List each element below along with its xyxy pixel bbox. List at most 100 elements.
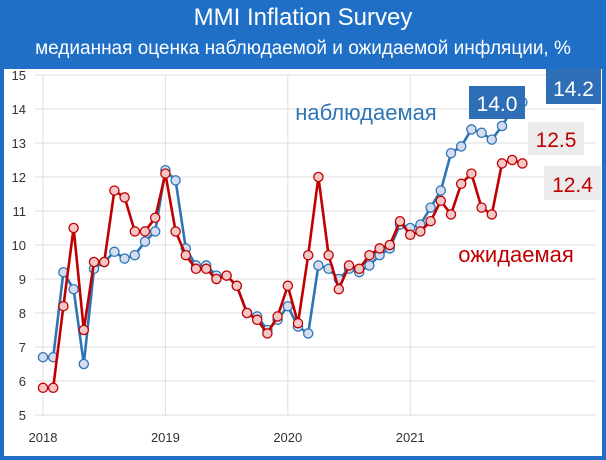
data-point bbox=[364, 260, 375, 271]
data-point bbox=[374, 243, 385, 254]
data-point bbox=[78, 358, 90, 370]
data-point bbox=[425, 202, 436, 213]
y-tick-label: 15 bbox=[12, 68, 26, 83]
data-point bbox=[415, 226, 426, 237]
y-axis-ticks: 5 6 7 8 9 10 11 12 13 14 15 bbox=[12, 68, 26, 423]
x-tick-label: 2019 bbox=[151, 430, 180, 445]
y-tick-label: 5 bbox=[19, 408, 26, 423]
data-point bbox=[231, 280, 243, 292]
data-point bbox=[241, 307, 253, 319]
data-point bbox=[109, 185, 120, 196]
data-point bbox=[282, 300, 294, 312]
expected-end-label-box bbox=[528, 122, 584, 155]
series-labels: 14.0 14.2 12.5 12.4 наблюдаемая ожидаемая bbox=[295, 69, 601, 267]
expected-series-name: ожидаемая bbox=[458, 242, 574, 267]
data-point bbox=[221, 270, 232, 281]
data-point bbox=[149, 226, 161, 237]
chart-title: MMI Inflation Survey bbox=[193, 4, 413, 31]
data-point bbox=[435, 195, 447, 207]
observed-series-name: наблюдаемая bbox=[295, 100, 436, 125]
y-tick-label: 8 bbox=[19, 306, 26, 321]
y-tick-label: 9 bbox=[19, 272, 26, 287]
data-point bbox=[466, 124, 477, 135]
data-point bbox=[109, 246, 120, 258]
chart-subtitle: медианная оценка наблюдаемой и ожидаемой… bbox=[35, 38, 571, 59]
data-point bbox=[313, 260, 324, 271]
data-point bbox=[139, 236, 151, 247]
data-point bbox=[353, 263, 365, 275]
data-point bbox=[119, 192, 130, 203]
data-point bbox=[139, 226, 151, 237]
data-point bbox=[262, 328, 273, 339]
x-tick-label: 2018 bbox=[29, 430, 58, 445]
data-point bbox=[486, 134, 498, 145]
data-point bbox=[313, 171, 324, 183]
data-point bbox=[445, 209, 457, 220]
x-tick-label: 2021 bbox=[396, 430, 425, 445]
series-expected bbox=[37, 154, 528, 394]
y-tick-label: 14 bbox=[12, 102, 26, 117]
data-point bbox=[190, 263, 202, 275]
data-point bbox=[404, 229, 416, 241]
y-tick-label: 13 bbox=[12, 136, 26, 151]
expected-last-label: 12.4 bbox=[552, 174, 593, 197]
observed-last-label-box bbox=[546, 69, 601, 104]
data-point bbox=[343, 260, 355, 271]
data-point bbox=[98, 256, 110, 268]
data-point bbox=[476, 202, 487, 213]
y-tick-label: 11 bbox=[13, 204, 27, 219]
chart-header: MMI Inflation Survey медианная оценка на… bbox=[0, 0, 606, 69]
data-point bbox=[445, 147, 457, 159]
data-point bbox=[506, 154, 518, 166]
data-point bbox=[149, 212, 161, 224]
data-point bbox=[302, 249, 314, 261]
x-axis-ticks: 2018 2019 2020 2021 bbox=[29, 430, 425, 445]
data-point bbox=[466, 168, 477, 179]
data-point bbox=[37, 351, 49, 363]
data-point bbox=[302, 328, 314, 339]
data-point bbox=[68, 222, 79, 234]
observed-last-label: 14.2 bbox=[553, 78, 594, 101]
data-point bbox=[455, 141, 467, 152]
data-point bbox=[517, 158, 528, 169]
data-point bbox=[180, 249, 192, 261]
data-point bbox=[476, 127, 487, 139]
data-point bbox=[486, 209, 498, 220]
expected-last-label-box bbox=[544, 166, 601, 200]
y-tick-label: 12 bbox=[12, 170, 26, 185]
y-tick-label: 10 bbox=[12, 238, 26, 253]
data-point bbox=[68, 283, 79, 295]
data-point bbox=[435, 185, 447, 196]
data-point bbox=[425, 215, 436, 227]
data-point bbox=[496, 120, 508, 132]
data-point bbox=[160, 168, 171, 179]
data-point bbox=[170, 226, 181, 237]
expected-end-label: 12.5 bbox=[536, 129, 577, 152]
data-point bbox=[119, 253, 130, 264]
observed-end-label-box bbox=[469, 86, 525, 119]
y-tick-label: 6 bbox=[19, 374, 26, 389]
data-point bbox=[455, 178, 467, 190]
plot-area-border bbox=[0, 69, 606, 460]
data-point bbox=[37, 382, 49, 394]
series-line bbox=[43, 101, 524, 365]
y-tick-label: 7 bbox=[19, 340, 26, 355]
data-point bbox=[129, 249, 141, 261]
data-point bbox=[47, 382, 59, 394]
data-point bbox=[496, 158, 508, 169]
data-point bbox=[211, 273, 222, 285]
data-point bbox=[129, 226, 141, 237]
x-tick-label: 2020 bbox=[273, 430, 302, 445]
gridlines bbox=[35, 74, 596, 416]
data-point bbox=[364, 249, 375, 261]
data-point bbox=[200, 263, 212, 275]
data-point bbox=[78, 324, 90, 336]
observed-end-label: 14.0 bbox=[477, 93, 518, 116]
data-point bbox=[58, 300, 69, 312]
data-point bbox=[282, 280, 294, 292]
data-point bbox=[292, 317, 304, 329]
series-observed bbox=[37, 96, 528, 370]
data-point bbox=[272, 311, 283, 322]
